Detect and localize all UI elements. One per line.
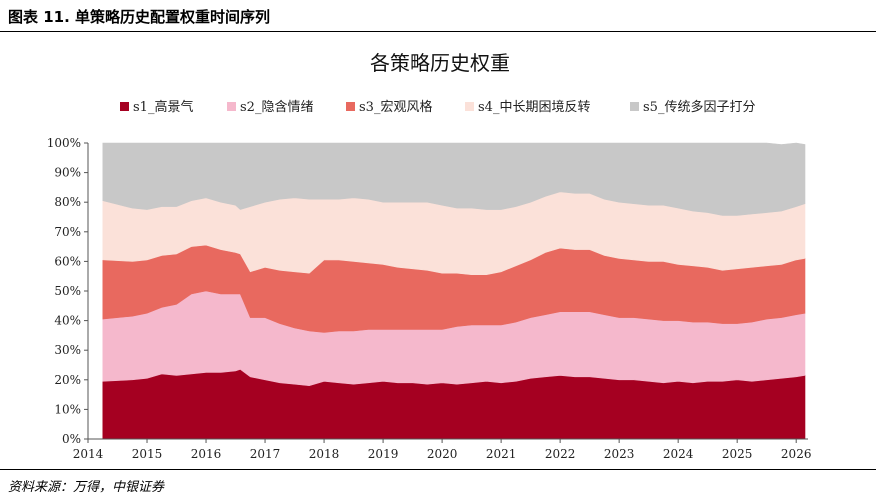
y-tick-label: 20%	[54, 373, 81, 387]
x-tick-label: 2020	[427, 447, 458, 461]
x-tick-label: 2014	[73, 447, 104, 461]
x-tick-label: 2026	[781, 447, 812, 461]
x-tick-label: 2022	[545, 447, 576, 461]
y-tick-label: 90%	[54, 166, 81, 180]
legend-label-s1: s1_高景气	[133, 99, 193, 115]
legend-swatch-s4	[465, 102, 474, 111]
legend-item-s4: s4_中长期困境反转	[465, 100, 590, 115]
legend-label-s5: s5_传统多因子打分	[643, 99, 755, 115]
legend-item-s1: s1_高景气	[120, 99, 193, 115]
x-tick-label: 2016	[191, 447, 222, 461]
x-tick-label: 2019	[368, 447, 399, 461]
legend-swatch-s1	[120, 102, 129, 111]
figure-title: 图表 11. 单策略历史配置权重时间序列	[8, 8, 271, 26]
bottom-rule	[0, 469, 876, 470]
y-tick-label: 10%	[54, 402, 81, 416]
x-tick-label: 2018	[309, 447, 340, 461]
top-rule	[0, 31, 876, 32]
x-tick-label: 2025	[722, 447, 753, 461]
legend-swatch-s5	[630, 102, 639, 111]
plot-areas	[102, 142, 806, 440]
y-tick-label: 50%	[54, 284, 81, 298]
legend-item-s2: s2_隐含情绪	[227, 99, 313, 115]
x-tick-label: 2024	[663, 447, 694, 461]
legend-swatch-s2	[227, 102, 236, 111]
x-tick-label: 2021	[486, 447, 517, 461]
chart: 各策略历史权重 s1_高景气 s2_隐含情绪 s3_宏观风格 s4_中长期困境反…	[47, 51, 812, 461]
legend-item-s5: s5_传统多因子打分	[630, 99, 755, 115]
legend-label-s3: s3_宏观风格	[359, 99, 432, 115]
y-tick-label: 70%	[54, 225, 81, 239]
legend: s1_高景气 s2_隐含情绪 s3_宏观风格 s4_中长期困境反转 s5_传统多…	[120, 99, 755, 115]
y-tick-label: 60%	[54, 254, 81, 268]
y-tick-label: 40%	[54, 314, 81, 328]
source-note: 资料来源：万得，中银证券	[8, 480, 165, 495]
x-tick-label: 2017	[250, 447, 281, 461]
y-tick-label: 30%	[54, 343, 81, 357]
y-tick-label: 80%	[54, 195, 81, 209]
area-s5	[102, 142, 806, 216]
legend-label-s2: s2_隐含情绪	[240, 99, 313, 115]
legend-swatch-s3	[346, 102, 355, 111]
legend-label-s4: s4_中长期困境反转	[478, 100, 590, 115]
y-tick-label: 0%	[62, 432, 81, 446]
x-tick-label: 2015	[132, 447, 163, 461]
legend-item-s3: s3_宏观风格	[346, 99, 432, 115]
y-axis: 0% 10% 20% 30% 40% 50% 60% 70% 80% 90% 100%	[47, 136, 89, 446]
y-tick-label: 100%	[47, 136, 81, 150]
chart-title: 各策略历史权重	[370, 51, 510, 75]
x-axis: 2014 2015 2016 2017 2018 2019 2020 2021 2022 2023…	[73, 438, 812, 461]
x-tick-label: 2023	[604, 447, 635, 461]
